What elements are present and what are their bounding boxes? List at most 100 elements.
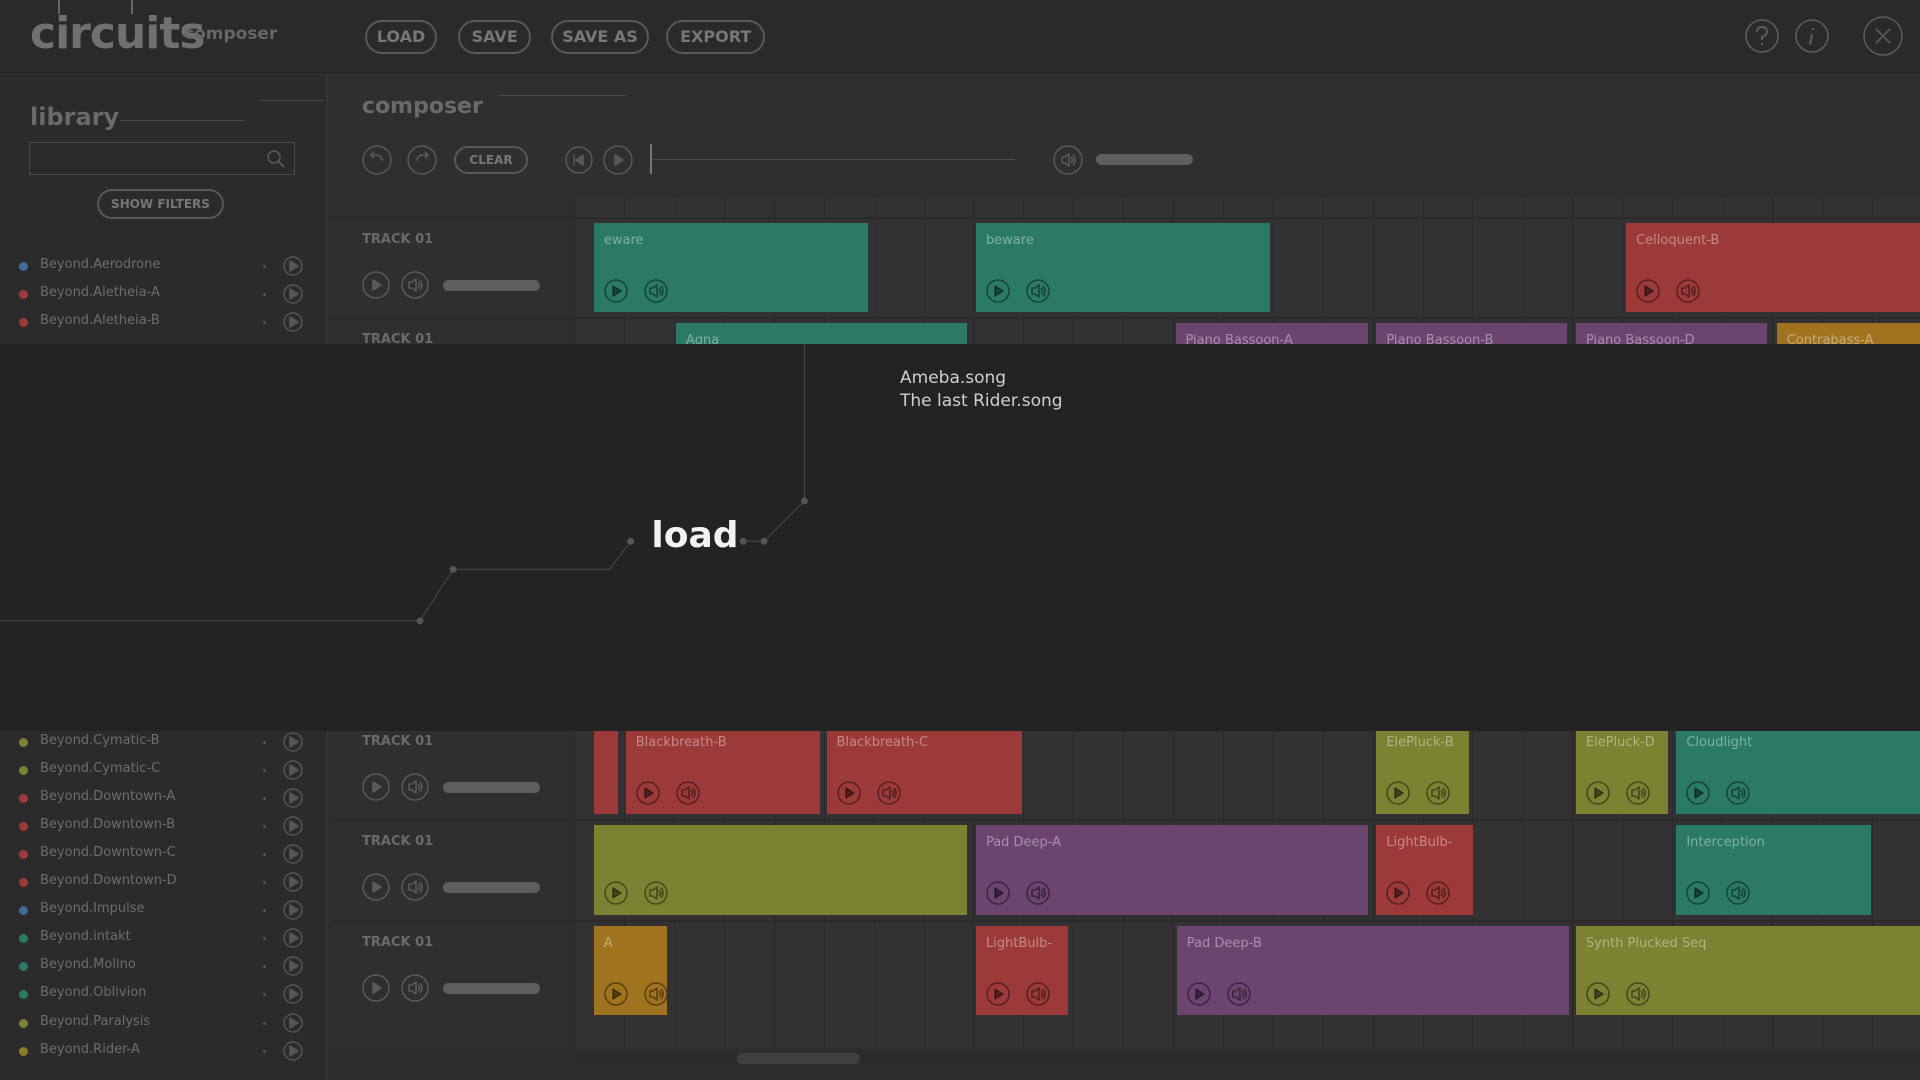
clip[interactable]: Interception (1676, 825, 1871, 915)
header-button[interactable]: SAVE AS (551, 20, 649, 54)
clip-volume[interactable] (644, 279, 668, 303)
clear-button[interactable]: CLEAR (454, 146, 528, 174)
library-item[interactable]: Beyond.Downtown-D (0, 870, 326, 894)
library-item[interactable]: Beyond.Impulse (0, 898, 326, 922)
clip-play[interactable] (1386, 781, 1411, 805)
filter-button[interactable]: SHOW FILTERS (97, 189, 224, 219)
track-volume[interactable] (401, 873, 429, 902)
info-button[interactable] (1795, 19, 1830, 53)
clip-volume[interactable] (1426, 881, 1451, 906)
track-play[interactable] (362, 873, 390, 902)
clip-volume[interactable] (1726, 881, 1751, 906)
help-button[interactable] (1745, 19, 1779, 53)
item-play[interactable] (283, 732, 303, 752)
library-item[interactable]: Beyond.Downtown-A (0, 786, 326, 810)
slider[interactable] (443, 982, 540, 994)
clip-play[interactable] (604, 881, 628, 906)
clip-volume[interactable] (1626, 781, 1650, 805)
track-volume[interactable] (401, 773, 429, 801)
slider[interactable] (443, 882, 540, 894)
clip-volume[interactable] (644, 981, 668, 1006)
clip-play[interactable] (986, 881, 1010, 906)
clip[interactable]: LightBulb- (1376, 825, 1474, 915)
clip-volume[interactable] (675, 781, 700, 805)
library-item[interactable]: Beyond.Aerodrone (0, 254, 326, 278)
track-volume[interactable] (401, 271, 429, 299)
library-item[interactable]: Beyond.intakt (0, 926, 326, 950)
clip[interactable]: ElePluck-D (1575, 724, 1668, 815)
volume-button[interactable] (1053, 145, 1083, 175)
track-play[interactable] (362, 773, 390, 801)
library-item[interactable]: Beyond.Downtown-B (0, 814, 326, 838)
clip-play[interactable] (1386, 881, 1411, 906)
clip-volume[interactable] (1726, 781, 1751, 805)
clip[interactable]: Pad Deep-B (1176, 925, 1569, 1016)
header-button[interactable]: SAVE (457, 20, 532, 54)
clip-volume[interactable] (1026, 881, 1050, 906)
file-entry[interactable]: Ameba.song (900, 368, 1007, 388)
item-play[interactable] (283, 816, 303, 836)
clip[interactable]: Pad Deep-A (975, 825, 1368, 915)
clip[interactable]: Cloudlight (1676, 724, 1920, 815)
item-play[interactable] (283, 956, 303, 977)
library-item[interactable]: Beyond.Aletheia-B (0, 310, 326, 334)
clip[interactable] (593, 724, 619, 815)
clip-volume[interactable] (1626, 981, 1650, 1006)
item-play[interactable] (283, 1012, 303, 1033)
item-play[interactable] (283, 760, 303, 780)
clip-volume[interactable] (1426, 781, 1451, 805)
item-play[interactable] (283, 872, 303, 892)
clip-play[interactable] (635, 781, 660, 805)
search-input[interactable] (29, 142, 295, 175)
track-volume[interactable] (401, 973, 429, 1002)
clip[interactable] (593, 825, 968, 915)
play-button[interactable] (603, 145, 634, 175)
clip[interactable]: Blackbreath-C (826, 724, 1023, 815)
item-play[interactable] (283, 984, 303, 1005)
library-item[interactable]: Beyond.Cymatic-B (0, 730, 326, 754)
item-play[interactable] (283, 284, 303, 304)
clip-volume[interactable] (1026, 279, 1050, 303)
rewind-button[interactable] (565, 146, 593, 174)
clip-play[interactable] (1686, 881, 1711, 906)
slider[interactable] (1095, 154, 1193, 165)
clip-play[interactable] (836, 781, 861, 805)
clip-play[interactable] (604, 981, 628, 1006)
library-item[interactable]: Beyond.Molino (0, 954, 326, 978)
clip-play[interactable] (986, 279, 1010, 303)
timeline-progress[interactable] (650, 159, 1015, 160)
header-button[interactable]: LOAD (364, 20, 438, 54)
slider[interactable] (443, 279, 540, 291)
clip-volume[interactable] (1226, 981, 1251, 1006)
redo-button[interactable] (407, 145, 438, 175)
close-button[interactable] (1863, 16, 1903, 56)
clip-volume[interactable] (1676, 279, 1700, 303)
clip-play[interactable] (1586, 981, 1610, 1006)
library-item[interactable]: Beyond.Cymatic-C (0, 758, 326, 782)
file-entry[interactable]: The last Rider.song (900, 391, 1063, 411)
scrollbar-thumb[interactable] (737, 1053, 860, 1064)
library-item[interactable]: Beyond.Aletheia-A (0, 282, 326, 306)
clip-play[interactable] (604, 279, 628, 303)
clip-play[interactable] (1636, 279, 1660, 303)
library-item[interactable]: Beyond.Paralysis (0, 1011, 326, 1035)
clip-play[interactable] (1686, 781, 1711, 805)
clip-volume[interactable] (876, 781, 901, 805)
library-item[interactable]: Beyond.Rider-A (0, 1039, 326, 1063)
track-play[interactable] (362, 271, 390, 299)
clip-volume[interactable] (644, 881, 668, 906)
clip[interactable]: ElePluck-B (1376, 724, 1470, 815)
undo-button[interactable] (362, 145, 392, 175)
library-item[interactable]: Beyond.Oblivion (0, 982, 326, 1006)
item-play[interactable] (283, 256, 303, 276)
item-play[interactable] (283, 1040, 303, 1061)
clip-volume[interactable] (1026, 981, 1050, 1006)
clip[interactable]: A (593, 925, 668, 1016)
clip-play[interactable] (1586, 781, 1610, 805)
clip[interactable]: Blackbreath-B (625, 724, 821, 815)
library-item[interactable]: Beyond.Downtown-C (0, 842, 326, 866)
clip[interactable]: LightBulb- (975, 925, 1068, 1016)
header-button[interactable]: EXPORT (666, 20, 766, 54)
track-play[interactable] (362, 973, 390, 1002)
clip[interactable]: beware (975, 222, 1270, 313)
